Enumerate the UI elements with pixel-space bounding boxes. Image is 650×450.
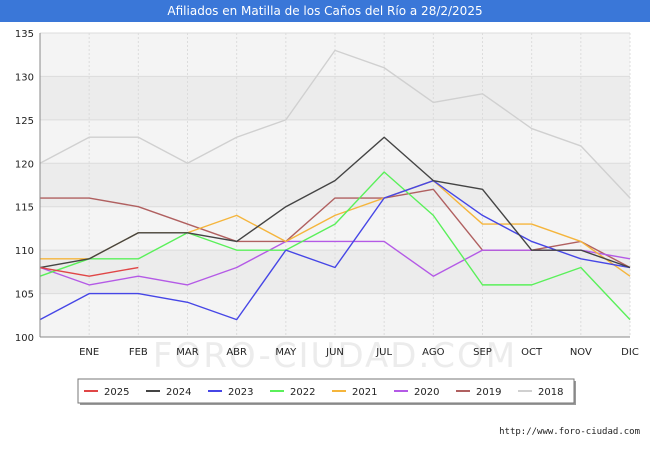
y-tick-label: 120 xyxy=(15,159,34,170)
legend-label-2024: 2024 xyxy=(166,387,191,398)
x-tick-label: OCT xyxy=(521,347,543,358)
y-tick-label: 105 xyxy=(15,290,34,301)
x-tick-label: SEP xyxy=(473,347,492,358)
x-tick-label: NOV xyxy=(570,347,592,358)
watermark: FORO-CIUDAD.COM xyxy=(153,336,517,376)
legend-label-2023: 2023 xyxy=(228,387,253,398)
x-tick-label: ABR xyxy=(226,347,247,358)
legend-box xyxy=(77,378,575,404)
plot-band xyxy=(40,250,630,294)
legend-label-2019: 2019 xyxy=(476,387,501,398)
legend-label-2025: 2025 xyxy=(104,387,129,398)
y-tick-label: 115 xyxy=(15,203,34,214)
y-tick-label: 110 xyxy=(15,246,34,257)
x-tick-label: ENE xyxy=(79,347,99,358)
series-line-2025 xyxy=(39,266,139,277)
source-url[interactable]: http://www.foro-ciudad.com xyxy=(499,427,640,437)
series-line-2018 xyxy=(39,49,631,199)
x-tick-label: MAR xyxy=(176,347,198,358)
x-tick-label: JUN xyxy=(325,347,344,358)
series-line-2024 xyxy=(39,136,631,269)
y-tick-label: 125 xyxy=(15,116,34,127)
legend-label-2021: 2021 xyxy=(352,387,377,398)
y-tick-label: 135 xyxy=(15,29,34,40)
series-line-2023 xyxy=(39,179,631,321)
y-tick-label: 130 xyxy=(15,72,34,83)
x-tick-label: AGO xyxy=(422,347,444,358)
line-chart: FORO-CIUDAD.COM 100 105 110 115 120 125 130 135… xyxy=(15,29,639,405)
legend-label-2022: 2022 xyxy=(290,387,315,398)
legend-label-2018: 2018 xyxy=(538,387,563,398)
x-tick-label: MAY xyxy=(275,347,297,358)
chart-title: Afiliados en Matilla de los Caños del Rí… xyxy=(0,0,650,22)
series-line-2022 xyxy=(39,171,631,321)
x-tick-label: FEB xyxy=(129,347,148,358)
x-tick-label: JUL xyxy=(375,347,392,358)
legend-label-2020: 2020 xyxy=(414,387,439,398)
y-tick-label: 100 xyxy=(15,333,34,344)
x-tick-label: DIC xyxy=(621,347,639,358)
